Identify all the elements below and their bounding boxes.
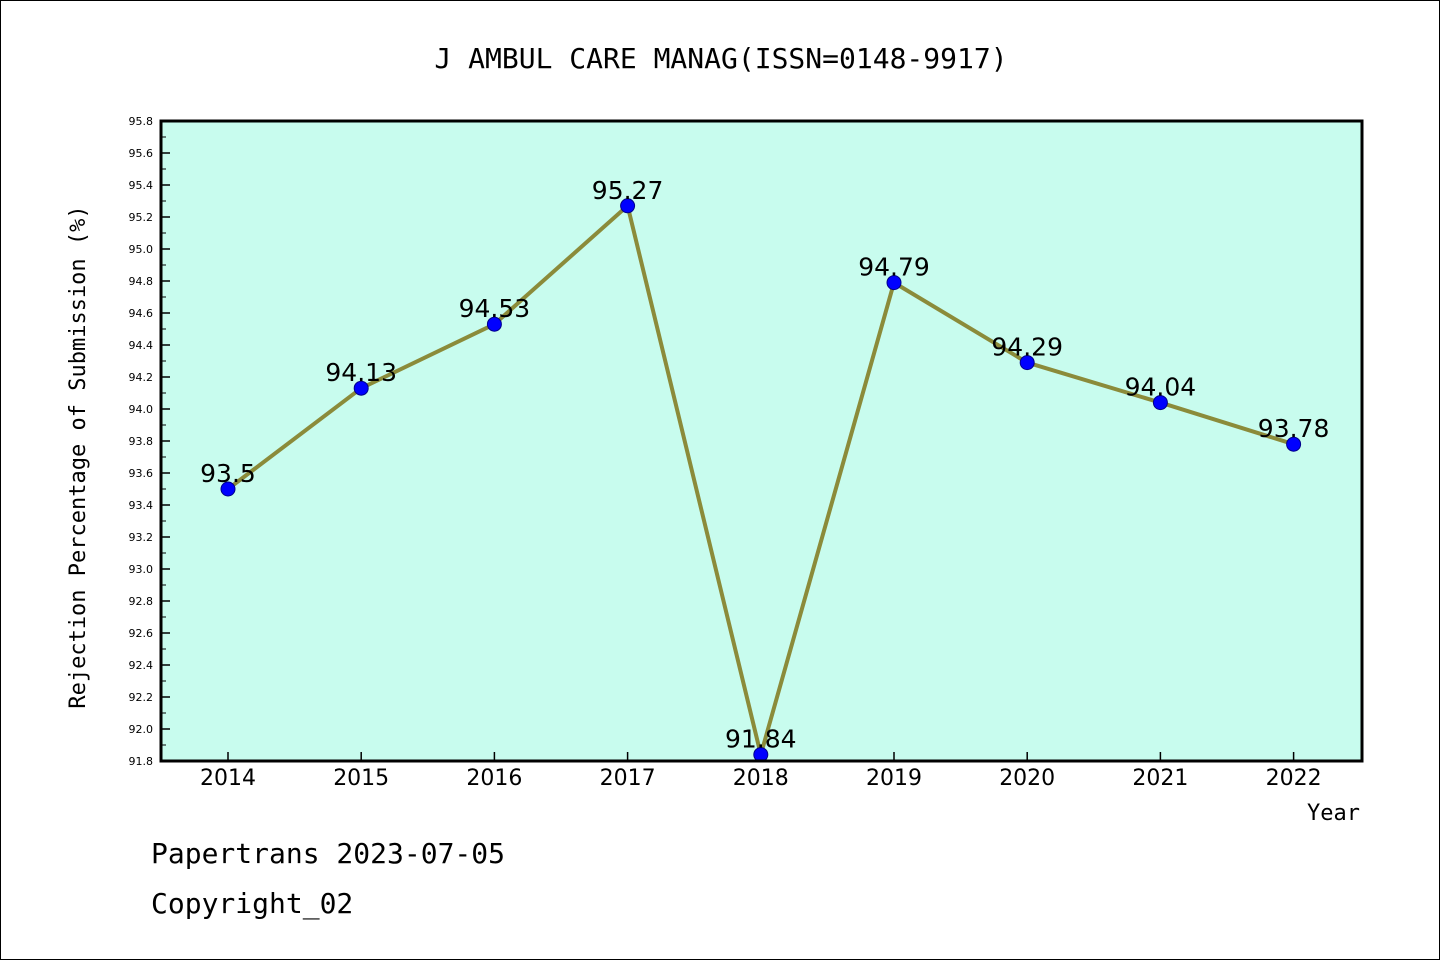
y-tick-label: 92.0	[129, 723, 154, 736]
y-tick-label: 95.4	[129, 179, 154, 192]
y-tick-label: 94.0	[129, 403, 154, 416]
data-label: 94.04	[1125, 373, 1197, 402]
y-tick-label: 92.4	[129, 659, 154, 672]
data-point-marker	[486, 316, 502, 332]
data-label: 94.13	[325, 358, 397, 387]
x-axis-title: Year	[1307, 801, 1360, 826]
y-tick-label: 95.6	[129, 147, 154, 160]
data-point-marker	[1286, 436, 1302, 452]
data-point-marker	[353, 380, 369, 396]
y-tick-label: 92.8	[129, 595, 154, 608]
data-label: 93.78	[1258, 414, 1330, 443]
x-tick-label: 2017	[600, 766, 656, 791]
footer-copyright-text: Copyright_02	[151, 887, 354, 920]
data-point-marker	[620, 198, 636, 214]
footer-date-text: Papertrans 2023-07-05	[151, 837, 506, 870]
chart-title: J AMBUL CARE MANAG(ISSN=0148-9917)	[434, 42, 1007, 75]
x-tick-label: 2022	[1266, 766, 1322, 791]
y-tick-label: 91.8	[129, 755, 154, 768]
y-axis-ticks: 91.8 92.0 92.2 92.4 92.6 92.8 93.0 93.2 93.4 93.6…	[129, 115, 170, 768]
data-point-marker	[886, 275, 902, 291]
data-label: 91.84	[725, 725, 797, 754]
x-tick-label: 2018	[733, 766, 789, 791]
y-tick-label: 95.8	[129, 115, 154, 128]
y-tick-label: 94.2	[129, 371, 154, 384]
y-tick-label: 93.4	[129, 499, 154, 512]
data-label: 94.53	[459, 294, 531, 323]
data-label: 95.27	[592, 176, 664, 205]
data-point-marker	[1019, 355, 1035, 371]
x-axis-ticks: 2014 2015 2016 2017 2018 2019 2020 2021 2022	[200, 752, 1322, 791]
x-tick-label: 2019	[866, 766, 922, 791]
y-tick-label: 92.6	[129, 627, 154, 640]
x-tick-label: 2015	[333, 766, 389, 791]
x-tick-label: 2016	[466, 766, 522, 791]
y-tick-label: 93.8	[129, 435, 154, 448]
data-label: 93.5	[200, 459, 256, 488]
data-markers	[220, 198, 1302, 763]
y-tick-label: 93.0	[129, 563, 154, 576]
x-tick-label: 2014	[200, 766, 256, 791]
y-tick-label: 92.2	[129, 691, 154, 704]
y-tick-label: 95.2	[129, 211, 154, 224]
x-tick-label: 2020	[999, 766, 1055, 791]
data-label: 94.29	[991, 333, 1063, 362]
y-tick-label: 94.6	[129, 307, 154, 320]
data-label: 94.79	[858, 253, 930, 282]
y-axis-title: Rejection Percentage of Submission (%)	[66, 205, 91, 708]
y-tick-label: 95.0	[129, 243, 154, 256]
plot-area	[161, 121, 1362, 761]
data-labels: 93.5 94.13 94.53 95.27 91.84 94.79 94.29 94.04 9…	[200, 176, 1329, 754]
y-tick-label: 93.6	[129, 467, 154, 480]
data-point-marker	[220, 481, 236, 497]
x-tick-label: 2021	[1132, 766, 1188, 791]
y-tick-label: 93.2	[129, 531, 154, 544]
y-tick-label: 94.4	[129, 339, 154, 352]
y-tick-label: 94.8	[129, 275, 154, 288]
data-point-marker	[1152, 395, 1168, 411]
plot-border	[159, 119, 1364, 763]
